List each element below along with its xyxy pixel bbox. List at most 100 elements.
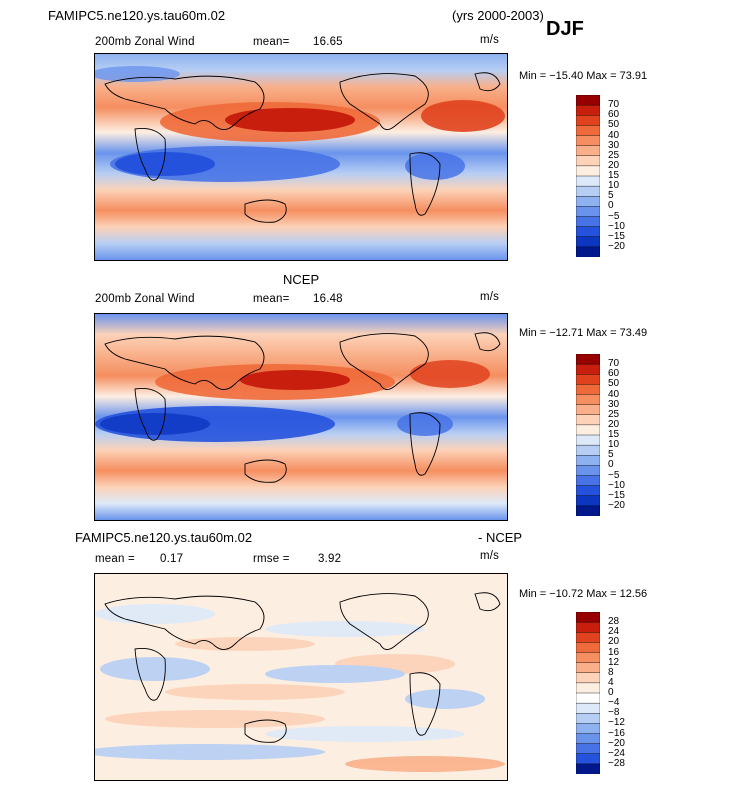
panel2-mean-label: mean= [253, 293, 290, 305]
colorbar-tick-label: 40 [608, 388, 620, 400]
colorbar-tick-label: −28 [608, 757, 625, 769]
colorbar-tick-label: 20 [608, 159, 620, 171]
colorbar-tick-label: 8 [608, 666, 614, 678]
colorbar-tick-label: 5 [608, 449, 614, 461]
colorbar-swatch [576, 733, 600, 745]
colorbar-tick-label: −15 [608, 230, 625, 242]
colorbar-swatch [576, 753, 600, 765]
colorbar-swatch [576, 455, 600, 466]
colorbar-swatch [576, 206, 600, 218]
colorbar-swatch [576, 424, 600, 436]
panel2-minmax: Min = −12.71 Max = 73.49 [519, 327, 648, 339]
colorbar-swatch [576, 155, 600, 167]
panel3-title-left: FAMIPC5.ne120.ys.tau60m.02 [75, 530, 253, 545]
panel3-rmse-value: 3.92 [318, 553, 342, 565]
panel2-units: m/s [480, 291, 500, 303]
colorbar-swatch [576, 226, 600, 238]
colorbar-swatch [576, 125, 600, 137]
panel3-map-svg [95, 574, 507, 780]
colorbar-swatch [576, 495, 600, 507]
colorbar-swatch [576, 612, 600, 623]
colorbar-swatch [576, 672, 600, 684]
colorbar-swatch [576, 175, 600, 187]
colorbar-tick-label: −5 [608, 469, 620, 481]
colorbar-tick-label: 30 [608, 398, 620, 410]
colorbar-swatch [576, 95, 600, 106]
colorbar-tick-label: 28 [608, 616, 620, 628]
colorbar-tick-label: 40 [608, 129, 620, 141]
colorbar-swatch [576, 404, 600, 416]
colorbar-swatch [576, 246, 600, 257]
panel3-map [94, 573, 508, 781]
colorbar-swatch [576, 682, 600, 694]
colorbar-tick-label: −8 [608, 707, 620, 719]
panel1-minmax: Min = −15.40 Max = 73.91 [519, 70, 648, 82]
colorbar-tick-label: 25 [608, 149, 620, 161]
colorbar-swatch [576, 165, 600, 177]
panel1-units: m/s [480, 34, 500, 46]
colorbar-swatch [576, 145, 600, 157]
panel2-mean-value: 16.48 [313, 293, 343, 305]
colorbar-swatch [576, 196, 600, 207]
colorbar-tick-label: 50 [608, 119, 620, 131]
colorbar-swatch [576, 702, 600, 714]
colorbar-tick-label: 70 [608, 358, 620, 370]
panel2-map [94, 313, 508, 521]
colorbar-swatch [576, 374, 600, 385]
panel1-map-svg [95, 54, 507, 260]
colorbar-swatch [576, 384, 600, 396]
colorbar-tick-label: −15 [608, 489, 625, 501]
panel2-variable-label: 200mb Zonal Wind [95, 293, 195, 305]
colorbar-swatch [576, 475, 600, 487]
colorbar-tick-label: 12 [608, 656, 620, 668]
colorbar-tick-label: 70 [608, 99, 620, 111]
years-label: (yrs 2000-2003) [452, 8, 544, 23]
colorbar-swatch [576, 444, 600, 456]
colorbar-tick-label: −12 [608, 717, 625, 729]
panel3-rmse-label: rmse = [253, 553, 290, 565]
colorbar-tick-label: 0 [608, 687, 614, 698]
panel3-title-right: - NCEP [478, 530, 523, 545]
colorbar-swatch [576, 104, 600, 116]
colorbar-swatch [576, 692, 600, 704]
colorbar-tick-label: 50 [608, 378, 620, 390]
colorbar-tick-label: −20 [608, 499, 625, 511]
season-label: DJF [546, 18, 584, 40]
colorbar-swatch [576, 216, 600, 228]
colorbar-tick-label: 5 [608, 190, 614, 202]
colorbar-swatch [576, 662, 600, 674]
colorbar-swatch [576, 185, 600, 197]
colorbar-tick-label: −4 [608, 697, 620, 709]
panel3-mean-value: 0.17 [160, 553, 184, 565]
panel1-mean-label: mean= [253, 36, 290, 48]
colorbar-tick-label: 20 [608, 418, 620, 430]
colorbar-swatch [576, 465, 600, 477]
colorbar-tick-label: −20 [608, 737, 625, 749]
figure-title: FAMIPC5.ne120.ys.tau60m.02 [48, 8, 226, 23]
panel2-title: NCEP [283, 272, 320, 287]
colorbar-tick-label: 30 [608, 139, 620, 151]
colorbar-swatch [576, 236, 600, 248]
colorbar-tick-label: 20 [608, 636, 620, 648]
colorbar-swatch [576, 434, 600, 446]
colorbar-swatch [576, 354, 600, 365]
colorbar-tick-label: −5 [608, 210, 620, 222]
panel2-colorbar [576, 354, 600, 516]
colorbar-tick-label: −10 [608, 479, 625, 491]
colorbar-swatch [576, 763, 600, 774]
colorbar-tick-label: 15 [608, 429, 620, 440]
colorbar-tick-label: 24 [608, 626, 620, 638]
panel3-colorbar [576, 612, 600, 774]
colorbar-tick-label: −20 [608, 240, 625, 252]
colorbar-swatch [576, 505, 600, 516]
panel1-colorbar [576, 95, 600, 257]
colorbar-tick-label: 60 [608, 109, 620, 121]
colorbar-swatch [576, 713, 600, 724]
colorbar-swatch [576, 115, 600, 126]
colorbar-tick-label: 16 [608, 646, 620, 658]
panel3-units: m/s [480, 550, 500, 562]
colorbar-tick-label: 10 [608, 180, 620, 192]
colorbar-tick-label: −24 [608, 747, 625, 759]
colorbar-tick-label: 4 [608, 676, 614, 688]
colorbar-tick-label: 0 [608, 459, 614, 471]
